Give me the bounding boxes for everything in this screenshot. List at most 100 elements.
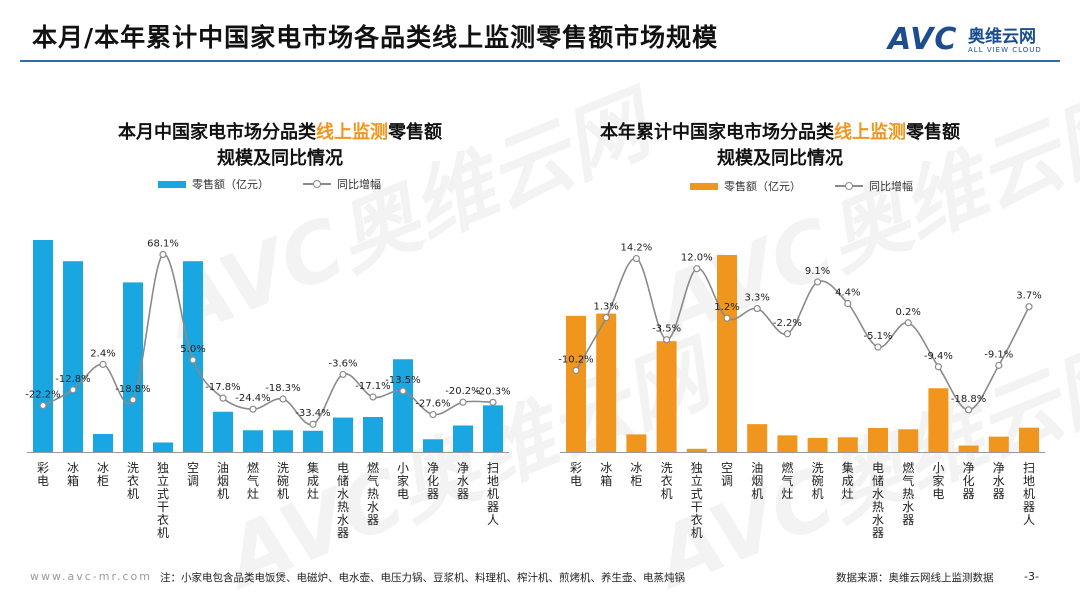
chart2-growth-point	[904, 319, 912, 327]
chart2-legend: 零售额（亿元） 同比增幅	[690, 178, 913, 194]
chart1-growth-point	[459, 398, 467, 406]
chart1-category-label: 冰	[97, 461, 109, 475]
chart2-category-label: 燃	[781, 460, 793, 475]
chart1-title-part1: 本月中国家电市场分品类	[118, 122, 316, 143]
chart2-growth-point	[844, 299, 852, 308]
avc-logo: AVC 奥维云网 ALL VIEW CLOUD	[888, 18, 1058, 62]
chart1-legend-bar-swatch	[158, 180, 186, 188]
chart1-growth-label: 5.0%	[180, 344, 205, 355]
chart1-growth-label: -17.8%	[205, 382, 240, 393]
chart2-bar	[566, 315, 586, 452]
chart2-bar	[837, 437, 858, 452]
chart1-category-label: 家	[397, 473, 409, 488]
chart2-category-label: 水	[902, 500, 914, 514]
chart1-category-label: 人	[487, 513, 499, 527]
chart2-category-label: 油	[751, 461, 763, 475]
chart2-category-label: 柜	[630, 474, 642, 488]
chart2-growth-point	[995, 361, 1003, 369]
chart1-category-label: 机	[277, 487, 289, 501]
chart1-growth-label: -33.4%	[295, 408, 330, 419]
chart2-category-label: 碗	[812, 473, 824, 488]
chart1-category-label: 扫	[487, 461, 499, 475]
footer-website[interactable]: www.avc-mr.com	[30, 570, 152, 583]
chart2-growth-point	[783, 330, 792, 338]
chart1-growth-point	[489, 398, 497, 406]
chart1-bar	[273, 430, 293, 452]
chart1-legend-line-swatch	[303, 180, 331, 188]
chart1-category-label: 洗	[277, 461, 289, 475]
chart1-category-label: 成	[307, 474, 319, 488]
chart2-category-label: 衣	[691, 512, 703, 527]
chart1-category-label: 化	[427, 474, 439, 488]
chart1-growth-point	[339, 370, 347, 379]
chart1-category-label: 储	[337, 473, 349, 488]
chart1-title: 本月中国家电市场分品类线上监测零售额 规模及同比情况	[60, 120, 500, 172]
chart2-bar	[626, 434, 647, 452]
chart2-category-label: 热	[902, 487, 914, 501]
chart1-category-label: 燃	[367, 460, 379, 475]
chart2-growth-point	[602, 314, 610, 322]
chart1-category-label: 机	[217, 487, 229, 501]
chart2-growth-label: 4.4%	[835, 288, 860, 299]
chart1-title-line1: 本月中国家电市场分品类线上监测零售额	[60, 120, 500, 146]
chart2-category-label: 集	[842, 460, 854, 475]
chart1-category-label: 碗	[277, 473, 289, 488]
chart1-bar	[393, 359, 413, 452]
chart2-growth-label: 12.0%	[681, 253, 713, 264]
chart2-growth-point	[874, 343, 882, 351]
chart2-bar	[868, 427, 888, 452]
chart2-bar	[958, 445, 979, 452]
chart2-growth-label: 3.7%	[1016, 291, 1041, 302]
chart2-category-label: 式	[691, 487, 703, 501]
chart2-category-label: 地	[1023, 474, 1035, 488]
chart1-bar	[333, 417, 353, 452]
chart2-category-label: 气	[781, 473, 793, 488]
chart1-category-label: 电	[337, 461, 349, 475]
chart2-category-label: 机	[1023, 487, 1035, 501]
chart1-growth-label: -3.6%	[328, 358, 357, 369]
chart1-growth-point	[279, 395, 287, 403]
chart2-bar	[928, 388, 949, 452]
chart2-category-label: 调	[721, 474, 733, 488]
chart2-growth-line	[575, 257, 1030, 411]
chart1-growth-point	[99, 360, 107, 368]
chart1-growth-label: 2.4%	[90, 348, 115, 359]
chart2-category-label: 机	[691, 526, 703, 540]
chart2-bar	[1019, 427, 1039, 452]
chart2-bar	[777, 435, 798, 452]
chart1-bar	[243, 430, 263, 452]
chart2-bar	[988, 436, 1009, 452]
chart1-bar	[93, 433, 113, 452]
chart2-growth-point	[934, 363, 943, 371]
chart1-bar	[483, 405, 503, 452]
chart2-category-label: 家	[932, 473, 944, 488]
chart2-category-label: 净	[963, 461, 975, 475]
chart1-category-label: 器	[337, 526, 349, 540]
chart2-growth-point	[662, 336, 671, 344]
chart1-category-label: 箱	[67, 473, 79, 488]
chart2-title: 本年累计中国家电市场分品类线上监测零售额 规模及同比情况	[560, 120, 1000, 172]
chart1-category-label: 净	[427, 461, 439, 475]
chart1-category-label: 器	[427, 487, 439, 501]
chart2-category-label: 器	[993, 487, 1005, 501]
chart1-category-label: 热	[367, 487, 379, 501]
chart2-category-label: 电	[872, 461, 884, 475]
chart1-category-label: 独	[157, 461, 169, 475]
chart2-category-label: 净	[993, 461, 1005, 475]
chart1-growth-label: -24.4%	[235, 393, 270, 404]
chart1-category-label: 燃	[247, 460, 259, 475]
chart1-growth-point	[39, 401, 47, 410]
chart1-category-label: 衣	[127, 473, 139, 488]
chart2-category-label: 机	[661, 487, 673, 501]
chart2-category-label: 机	[812, 487, 824, 501]
chart1-category-label: 小	[397, 461, 409, 475]
chart1-growth-point	[219, 394, 227, 402]
chart2-category-label: 器	[1023, 500, 1035, 514]
chart2-title-part2: 零售额	[906, 122, 960, 143]
chart1-category-label: 地	[487, 474, 499, 488]
logo-english-name: ALL VIEW CLOUD	[968, 46, 1042, 54]
footer-note: 注：小家电包含品类电饭煲、电磁炉、电水壶、电压力锅、豆浆机、料理机、榨汁机、煎烤…	[160, 572, 685, 584]
chart1-category-label: 立	[157, 473, 169, 488]
chart1-category-label: 柜	[97, 474, 109, 488]
